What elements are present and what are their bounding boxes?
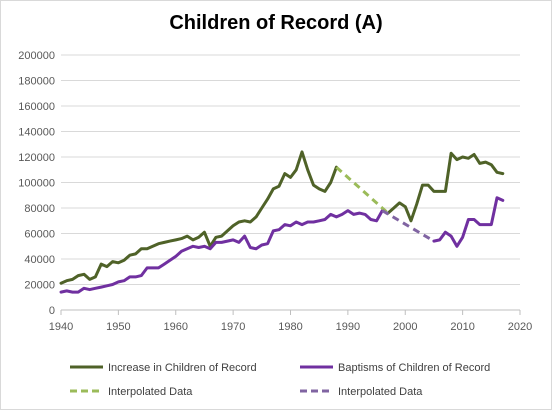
y-tick-label: 160000 (18, 101, 55, 113)
chart-title: Children of Record (A) (169, 12, 383, 34)
series-line (59, 150, 338, 285)
y-tick-label: 0 (49, 305, 55, 317)
y-tick-label: 140000 (18, 127, 55, 139)
legend-label: Interpolated Data (338, 386, 423, 398)
y-tick-label: 80000 (24, 203, 55, 215)
x-tick-label: 1950 (106, 321, 130, 333)
legend-label: Increase in Children of Record (108, 362, 257, 374)
series-line (335, 166, 389, 215)
y-tick-label: 180000 (18, 76, 55, 88)
x-tick-label: 1940 (49, 321, 73, 333)
y-tick-label: 200000 (18, 50, 55, 62)
series-line (432, 196, 505, 248)
legend-label: Baptisms of Children of Record (338, 362, 490, 374)
y-tick-label: 120000 (18, 152, 55, 164)
series-lines (59, 150, 505, 294)
series-line (386, 151, 505, 223)
legend: Increase in Children of Record Baptisms o… (70, 362, 490, 398)
x-tick-label: 2000 (393, 321, 417, 333)
series-line (381, 209, 435, 243)
y-tick-label: 20000 (24, 280, 55, 292)
x-tick-label: 1970 (221, 321, 245, 333)
legend-label: Interpolated Data (108, 386, 193, 398)
gridlines (61, 54, 520, 285)
x-tick-label: 1980 (278, 321, 302, 333)
series-line (59, 209, 384, 294)
x-tick-label: 1960 (164, 321, 188, 333)
y-tick-label: 60000 (24, 229, 55, 241)
axes: 0 20000 40000 60000 80000 100000 120000 140000 1… (18, 50, 532, 333)
y-tick-label: 100000 (18, 178, 55, 190)
x-tick-label: 2010 (450, 321, 474, 333)
x-tick-label: 2020 (508, 321, 532, 333)
y-tick-label: 40000 (24, 254, 55, 266)
x-tick-label: 1990 (336, 321, 360, 333)
